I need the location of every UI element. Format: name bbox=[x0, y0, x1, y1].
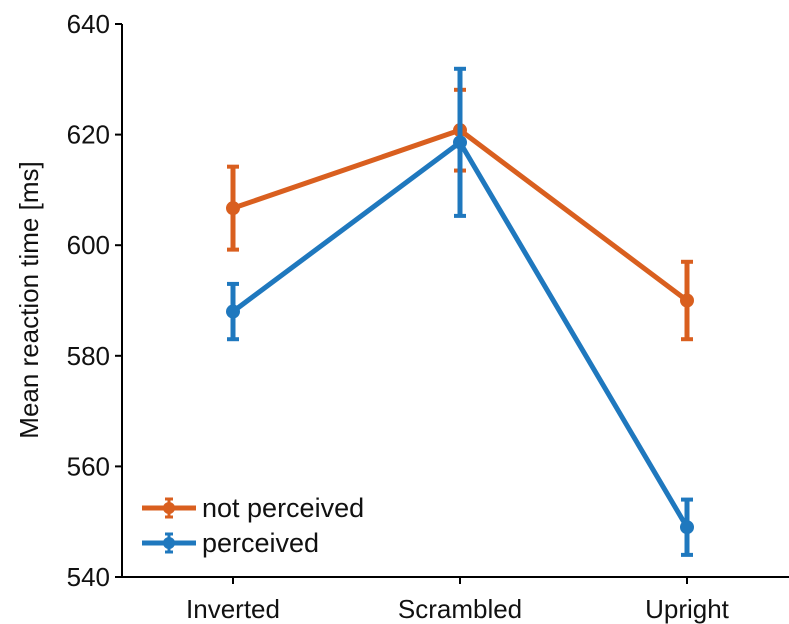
x-tick-label: Scrambled bbox=[398, 594, 522, 624]
axes: 540 560 580 600 620 640 Inverted Scrambled Uprig… bbox=[67, 9, 789, 624]
legend-item: not perceived bbox=[142, 493, 364, 523]
data-point bbox=[680, 520, 694, 535]
data-point bbox=[680, 293, 694, 308]
y-tick-label: 580 bbox=[67, 341, 110, 371]
legend-label: perceived bbox=[202, 528, 319, 558]
legend-item: perceived bbox=[142, 528, 319, 558]
y-axis-title: Mean reaction time [ms] bbox=[14, 161, 44, 438]
y-tick-label: 540 bbox=[67, 562, 110, 592]
series-perceived bbox=[226, 66, 694, 557]
y-tick-label: 560 bbox=[67, 451, 110, 481]
y-tick-label: 620 bbox=[67, 120, 110, 150]
legend-marker bbox=[163, 502, 175, 514]
series-layer bbox=[226, 66, 694, 557]
y-tick-label: 640 bbox=[67, 9, 110, 39]
x-tick-label: Inverted bbox=[186, 594, 280, 624]
legend-label: not perceived bbox=[202, 493, 364, 523]
data-point bbox=[226, 201, 240, 216]
x-tick-label: Upright bbox=[645, 594, 730, 624]
data-point bbox=[226, 304, 240, 319]
y-tick-label: 600 bbox=[67, 230, 110, 260]
data-point bbox=[453, 135, 467, 150]
legend: not perceived perceived bbox=[142, 493, 364, 558]
legend-marker bbox=[163, 537, 175, 549]
